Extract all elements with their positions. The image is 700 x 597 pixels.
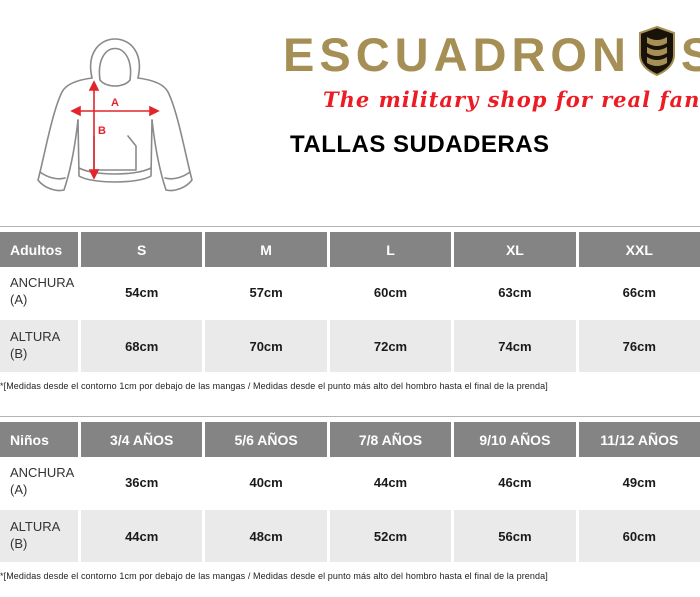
kids-column-header: 11/12 AÑOS bbox=[578, 422, 700, 457]
adults-column-header: M bbox=[205, 232, 327, 267]
adults-column-header: S bbox=[81, 232, 203, 267]
table-row: ALTURA (B) 44cm 48cm 52cm 56cm 60cm bbox=[0, 510, 700, 562]
hoodie-outline-drawing: A B bbox=[37, 38, 193, 192]
brand-logo-text-right: S bbox=[681, 31, 700, 78]
table-row: ANCHURA (A) 54cm 57cm 60cm 63cm 66cm bbox=[0, 267, 700, 317]
measurement-value: 49cm bbox=[578, 457, 700, 507]
kids-size-table: Niños 3/4 AÑOS 5/6 AÑOS 7/8 AÑOS 9/10 AÑ… bbox=[0, 416, 700, 581]
adults-table-corner-header: Adultos bbox=[0, 232, 78, 267]
page-title: TALLAS SUDADERAS bbox=[290, 131, 550, 158]
measurement-footnote: *[Medidas desde el contorno 1cm por deba… bbox=[0, 381, 548, 391]
row-label-altura: ALTURA (B) bbox=[0, 320, 78, 372]
measurement-value: 66cm bbox=[578, 267, 700, 317]
measurement-value: 44cm bbox=[329, 457, 452, 507]
measurement-value: 54cm bbox=[81, 267, 203, 317]
measurement-value: 76cm bbox=[578, 320, 700, 372]
kids-column-header: 5/6 AÑOS bbox=[205, 422, 327, 457]
kids-table-corner-header: Niños bbox=[0, 422, 78, 457]
table-row: ANCHURA (A) 36cm 40cm 44cm 46cm 49cm bbox=[0, 457, 700, 507]
measurement-value: 70cm bbox=[205, 320, 327, 372]
measurement-value: 57cm bbox=[205, 267, 327, 317]
table-row: ALTURA (B) 68cm 70cm 72cm 74cm 76cm bbox=[0, 320, 700, 372]
measurement-value: 48cm bbox=[205, 510, 327, 562]
adults-column-header: XL bbox=[454, 232, 576, 267]
measurement-value: 72cm bbox=[329, 320, 452, 372]
adults-size-table: Adultos S M L XL XXL ANCHURA (A) 54cm 57… bbox=[0, 226, 700, 391]
brand-logo: ESCUADRON S bbox=[283, 25, 700, 83]
adults-column-header: XXL bbox=[578, 232, 700, 267]
row-label-anchura: ANCHURA (A) bbox=[0, 457, 78, 507]
measurement-value: 60cm bbox=[578, 510, 700, 562]
measurement-value: 36cm bbox=[81, 457, 203, 507]
shield-chevrons-icon bbox=[638, 25, 676, 83]
measurement-value: 56cm bbox=[454, 510, 576, 562]
measurement-value: 74cm bbox=[454, 320, 576, 372]
measurement-value: 60cm bbox=[329, 267, 452, 317]
row-label-anchura: ANCHURA (A) bbox=[0, 267, 78, 317]
measurement-value: 63cm bbox=[454, 267, 576, 317]
measurement-footnote: *[Medidas desde el contorno 1cm por deba… bbox=[0, 571, 548, 581]
brand-block: ESCUADRON S The military shop for real f… bbox=[283, 25, 700, 112]
kids-column-header: 9/10 AÑOS bbox=[454, 422, 576, 457]
measurement-value: 68cm bbox=[81, 320, 203, 372]
measurement-value: 52cm bbox=[329, 510, 452, 562]
measurement-value: 40cm bbox=[205, 457, 327, 507]
measurement-value: 44cm bbox=[81, 510, 203, 562]
kids-column-header: 3/4 AÑOS bbox=[81, 422, 203, 457]
adults-column-header: L bbox=[329, 232, 452, 267]
kids-column-header: 7/8 AÑOS bbox=[329, 422, 452, 457]
brand-tagline: The military shop for real fans bbox=[323, 87, 700, 112]
measurement-value: 46cm bbox=[454, 457, 576, 507]
brand-logo-text-left: ESCUADRON bbox=[283, 28, 631, 81]
width-arrow-label: A bbox=[111, 97, 119, 109]
height-arrow-label: B bbox=[98, 125, 106, 137]
row-label-altura: ALTURA (B) bbox=[0, 510, 78, 562]
hoodie-measurement-diagram: A B bbox=[22, 8, 212, 208]
